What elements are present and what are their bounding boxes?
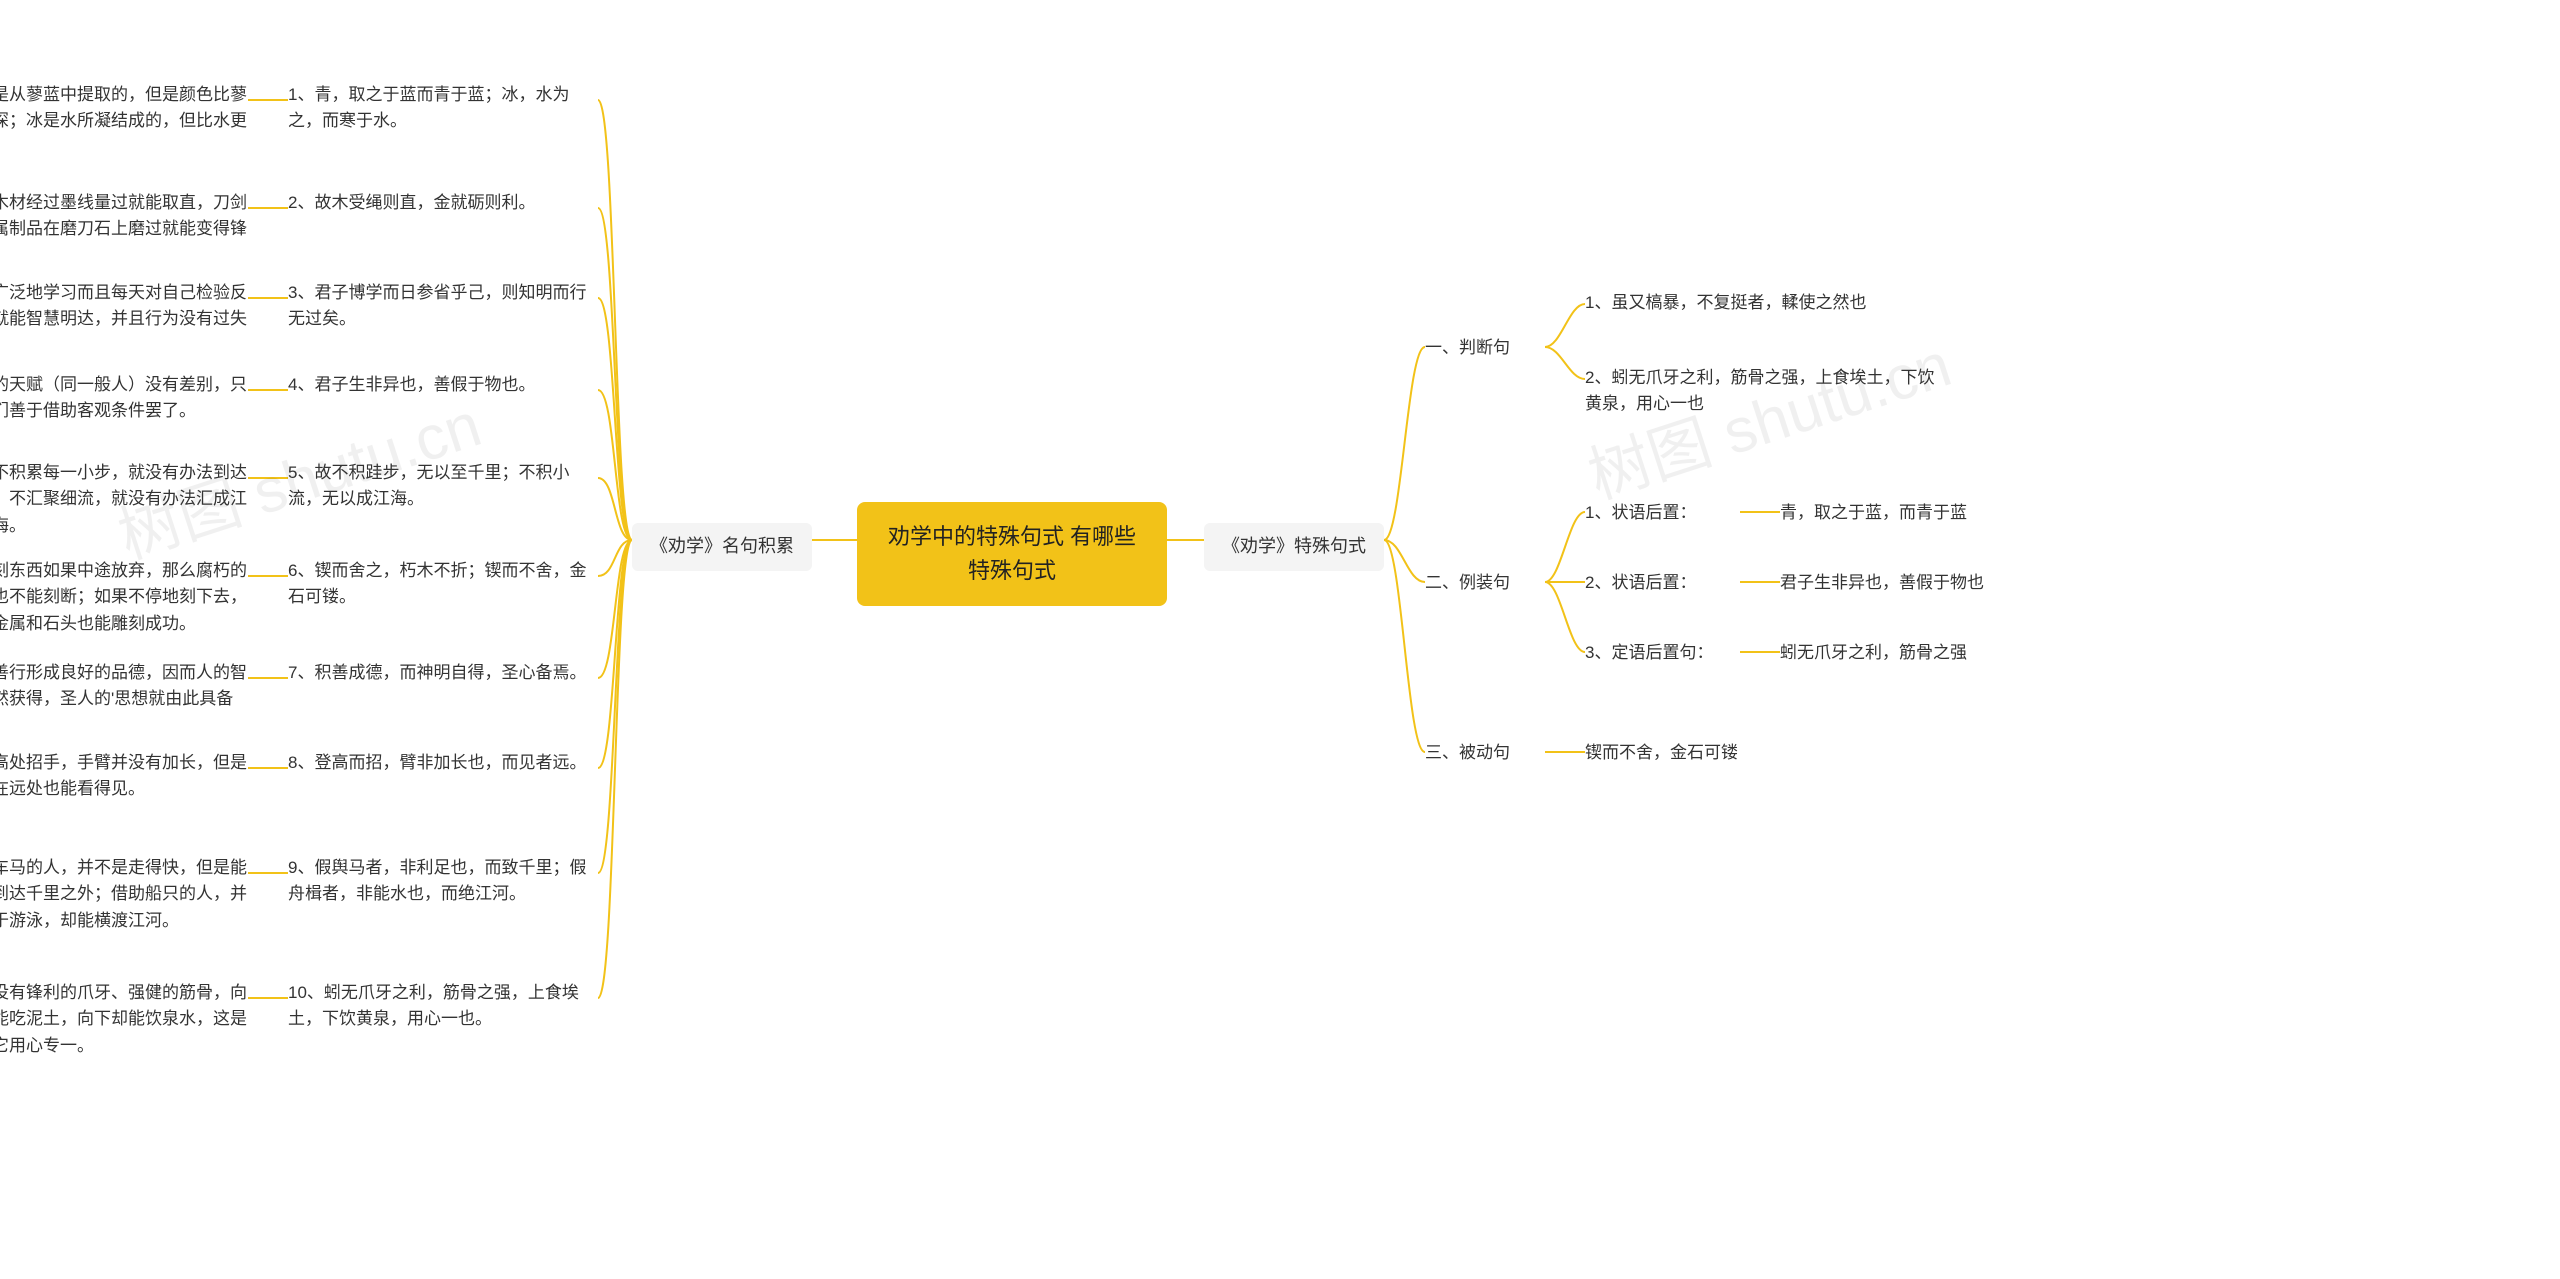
root-title-line1: 劝学中的特殊句式 有哪些 (885, 520, 1139, 554)
left-item-explanation: 积累善行形成良好的品德，因而人的智慧自然获得，圣人的'思想就由此具备了。 (0, 660, 248, 739)
right-section: 一、判断句 (1425, 335, 1545, 361)
left-item-text: 2、故木受绳则直，金就砺则利。 (288, 190, 598, 216)
right-branch: 《劝学》特殊句式 (1204, 523, 1384, 571)
left-item-explanation: 借助车马的人，并不是走得快，但是能使人到达千里之外；借助船只的人，并非善于游泳，… (0, 855, 248, 934)
right-child: 锲而不舍，金石可镂 (1585, 740, 1805, 766)
left-item-explanation: 蚯蚓没有锋利的爪牙、强健的筋骨，向上却能吃泥土，向下却能饮泉水，这是因为它用心专… (0, 980, 248, 1059)
left-item-explanation: 用刀刻东西如果中途放弃，那么腐朽的木头也不能刻断；如果不停地刻下去，那么金属和石… (0, 558, 248, 637)
right-section: 三、被动句 (1425, 740, 1545, 766)
root-title-line2: 特殊句式 (885, 554, 1139, 588)
left-item-explanation: 靛青是从蓼蓝中提取的，但是颜色比蓼蓝更深；冰是水所凝结成的，但比水更冷。 (0, 82, 248, 161)
left-item-explanation: 所以木材经过墨线量过就能取直，刀剑等金属制品在磨刀石上磨过就能变得锋利。 (0, 190, 248, 269)
left-item-explanation: 所以不积累每一小步，就没有办法到达千里；不汇聚细流，就没有办法汇成江河大海。 (0, 460, 248, 539)
left-item-explanation: 君子的天赋（同一般人）没有差别，只是他们善于借助客观条件罢了。 (0, 372, 248, 425)
right-child: 1、虽又槁暴，不复挺者，輮使之然也 (1585, 290, 1925, 316)
right-child: 2、状语后置： (1585, 570, 1755, 596)
right-child: 3、定语后置句： (1585, 640, 1755, 666)
right-sub: 青，取之于蓝，而青于蓝 (1780, 500, 2040, 526)
left-item-explanation: 登上高处招手，手臂并没有加长，但是人们在远处也能看得见。 (0, 750, 248, 803)
right-section: 二、例装句 (1425, 570, 1545, 596)
left-item-text: 5、故不积跬步，无以至千里；不积小流，无以成江海。 (288, 460, 598, 513)
right-sub: 君子生非异也，善假于物也 (1780, 570, 2040, 596)
left-item-text: 6、锲而舍之，朽木不折；锲而不舍，金石可镂。 (288, 558, 598, 611)
right-branch-label: 《劝学》特殊句式 (1222, 536, 1366, 556)
left-item-text: 1、青，取之于蓝而青于蓝；冰，水为之，而寒于水。 (288, 82, 598, 135)
left-branch: 《劝学》名句积累 (632, 523, 812, 571)
left-item-text: 8、登高而招，臂非加长也，而见者远。 (288, 750, 598, 776)
left-item-text: 3、君子博学而日参省乎己，则知明而行无过矣。 (288, 280, 598, 333)
right-child: 1、状语后置： (1585, 500, 1755, 526)
left-item-text: 7、积善成德，而神明自得，圣心备焉。 (288, 660, 598, 686)
root-node: 劝学中的特殊句式 有哪些 特殊句式 (857, 502, 1167, 606)
left-branch-label: 《劝学》名句积累 (650, 536, 794, 556)
right-sub: 蚓无爪牙之利，筋骨之强 (1780, 640, 2040, 666)
left-item-explanation: 君子广泛地学习而且每天对自己检验反省，就能智慧明达，并且行为没有过失了。 (0, 280, 248, 359)
left-item-text: 4、君子生非异也，善假于物也。 (288, 372, 598, 398)
left-item-text: 9、假舆马者，非利足也，而致千里；假舟楫者，非能水也，而绝江河。 (288, 855, 598, 908)
left-item-text: 10、蚓无爪牙之利，筋骨之强，上食埃土，下饮黄泉，用心一也。 (288, 980, 598, 1033)
right-child: 2、蚓无爪牙之利，筋骨之强，上食埃土，下饮黄泉，用心一也 (1585, 365, 1945, 418)
